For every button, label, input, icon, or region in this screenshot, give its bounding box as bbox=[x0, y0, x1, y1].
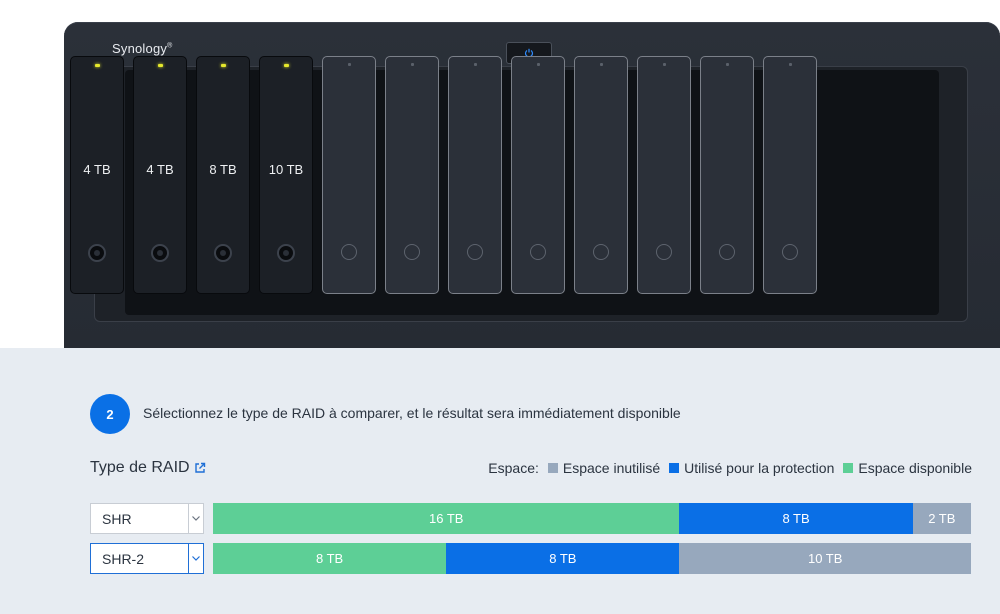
tray-lock-icon bbox=[656, 244, 672, 260]
drive-slot-9[interactable] bbox=[574, 56, 628, 294]
tray-lock-icon bbox=[404, 244, 420, 260]
segment-unused: 2 TB bbox=[912, 503, 971, 534]
drive-capacity-label: 10 TB bbox=[268, 162, 304, 177]
drive-slot-3[interactable]: 8 TB bbox=[196, 56, 250, 294]
raid-select-1[interactable]: SHR bbox=[90, 503, 204, 534]
drive-slots: 4 TB 4 TB 8 TB 10 TB bbox=[70, 56, 906, 294]
drive-slot-8[interactable] bbox=[511, 56, 565, 294]
tray-lock-icon bbox=[593, 244, 609, 260]
status-led bbox=[536, 63, 540, 66]
legend-label-unused: Espace inutilisé bbox=[562, 460, 661, 476]
status-led bbox=[599, 63, 603, 66]
tray-lock-icon bbox=[88, 244, 106, 262]
drive-slot-11[interactable] bbox=[700, 56, 754, 294]
legend-title: Espace: bbox=[488, 460, 539, 476]
drive-slot-1[interactable]: 4 TB bbox=[70, 56, 124, 294]
brand-logo: Synology® bbox=[112, 41, 173, 56]
tray-lock-icon bbox=[214, 244, 232, 262]
legend-label-protection: Utilisé pour la protection bbox=[684, 460, 835, 476]
drive-slot-4[interactable]: 10 TB bbox=[259, 56, 313, 294]
legend-swatch-available bbox=[843, 463, 854, 473]
raid-comparison-panel: 2 Sélectionnez le type de RAID à compare… bbox=[0, 348, 1000, 614]
status-led bbox=[473, 63, 477, 66]
drive-capacity-label: 4 TB bbox=[83, 162, 111, 177]
segment-protection: 8 TB bbox=[679, 503, 913, 534]
capacity-bar-1: 16 TB 8 TB 2 TB bbox=[213, 503, 971, 534]
status-led bbox=[220, 64, 226, 67]
drive-slot-12[interactable] bbox=[763, 56, 817, 294]
segment-protection: 8 TB bbox=[446, 543, 680, 574]
drive-slot-5[interactable] bbox=[322, 56, 376, 294]
legend-swatch-unused bbox=[547, 463, 558, 473]
tray-lock-icon bbox=[719, 244, 735, 260]
drive-slot-6[interactable] bbox=[385, 56, 439, 294]
status-led bbox=[410, 63, 414, 66]
drive-capacity-label: 8 TB bbox=[209, 162, 237, 177]
tray-lock-icon bbox=[341, 244, 357, 260]
comparison-row-2: SHR-2 8 TB 8 TB 10 TB bbox=[90, 543, 972, 574]
space-legend: Espace: Espace inutilisé Utilisé pour la… bbox=[488, 460, 972, 476]
status-led bbox=[662, 63, 666, 66]
raid-select-1-value: SHR bbox=[102, 510, 132, 527]
raid-type-label[interactable]: Type de RAID bbox=[90, 459, 206, 477]
tray-lock-icon bbox=[530, 244, 546, 260]
segment-available: 8 TB bbox=[213, 543, 447, 574]
segment-unused: 10 TB bbox=[679, 543, 971, 574]
tray-lock-icon bbox=[277, 244, 295, 262]
status-led bbox=[157, 64, 163, 67]
step-number-badge: 2 bbox=[90, 394, 130, 434]
drive-capacity-label: 4 TB bbox=[146, 162, 174, 177]
status-led bbox=[94, 64, 100, 67]
comparison-row-1: SHR 16 TB 8 TB 2 TB bbox=[90, 503, 972, 534]
status-led bbox=[283, 64, 289, 67]
tray-lock-icon bbox=[151, 244, 169, 262]
tray-lock-icon bbox=[782, 244, 798, 260]
legend-swatch-protection bbox=[669, 463, 680, 473]
external-link-icon[interactable] bbox=[194, 462, 206, 474]
status-led bbox=[347, 63, 351, 66]
chevron-down-icon[interactable] bbox=[188, 544, 203, 573]
raid-select-2[interactable]: SHR-2 bbox=[90, 543, 204, 574]
drive-slot-2[interactable]: 4 TB bbox=[133, 56, 187, 294]
segment-available: 16 TB bbox=[213, 503, 680, 534]
raid-select-2-value: SHR-2 bbox=[102, 550, 145, 567]
drive-slot-10[interactable] bbox=[637, 56, 691, 294]
capacity-bar-2: 8 TB 8 TB 10 TB bbox=[213, 543, 971, 574]
tray-lock-icon bbox=[467, 244, 483, 260]
status-led bbox=[725, 63, 729, 66]
step-instructions: Sélectionnez le type de RAID à comparer,… bbox=[143, 405, 681, 421]
status-led bbox=[788, 63, 792, 66]
legend-label-available: Espace disponible bbox=[858, 460, 972, 476]
chevron-down-icon[interactable] bbox=[188, 504, 203, 533]
drive-slot-7[interactable] bbox=[448, 56, 502, 294]
